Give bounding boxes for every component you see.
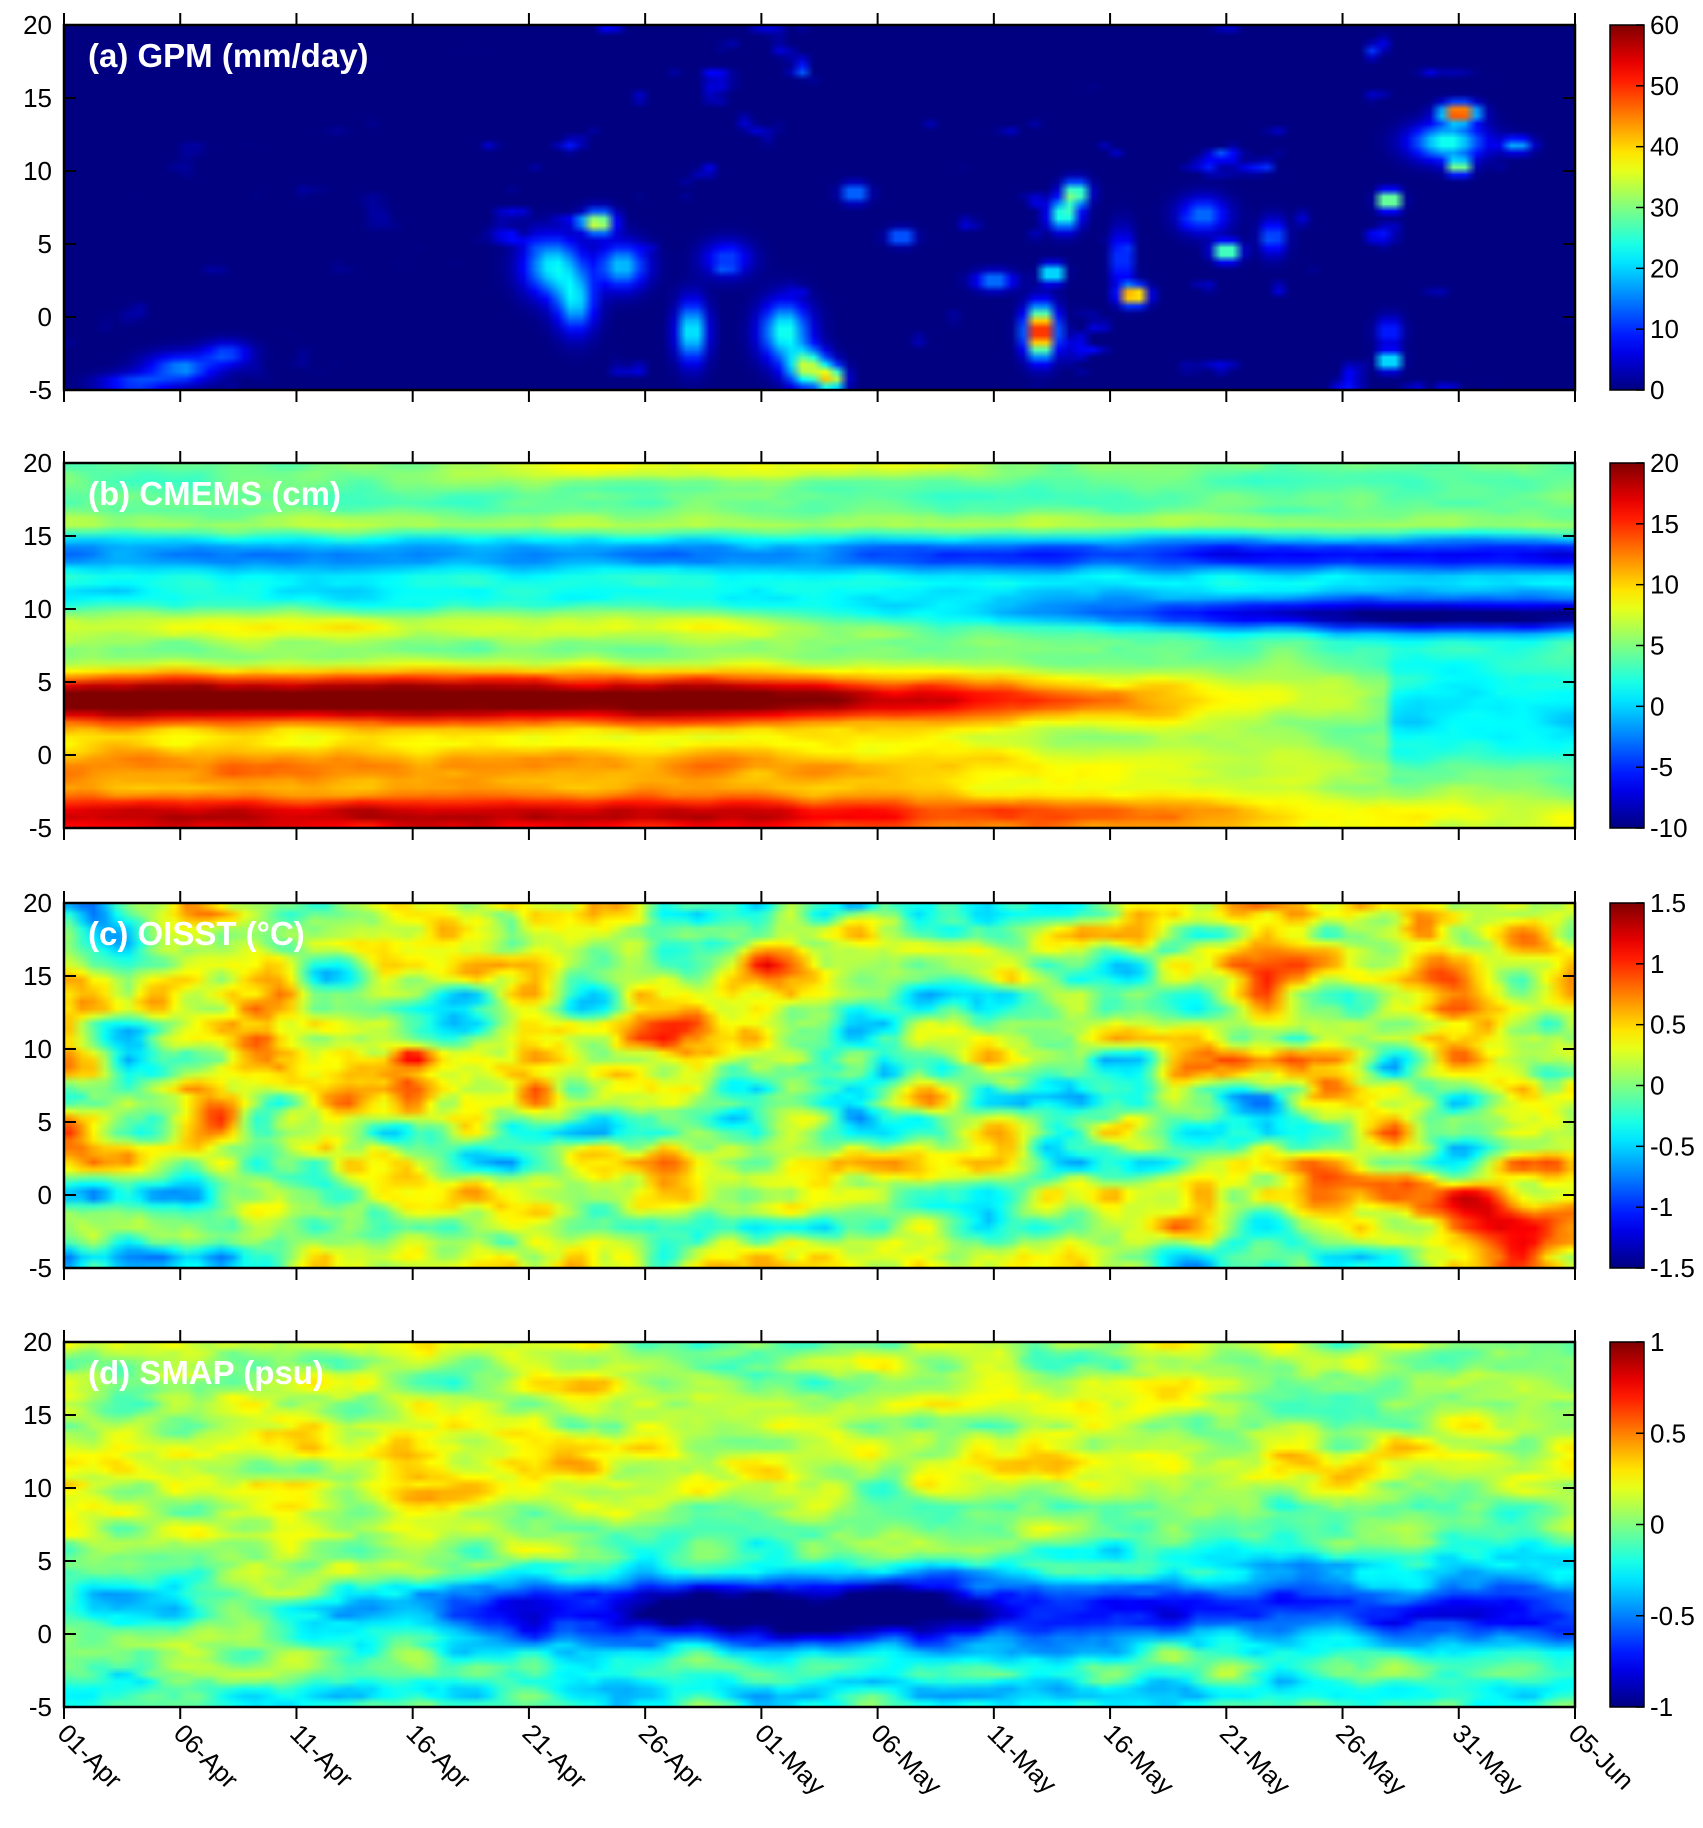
x-tick-label: 11-Apr bbox=[284, 1718, 359, 1793]
x-tick-label: 01-May bbox=[749, 1718, 832, 1801]
colorbar-tick-label: -10 bbox=[1650, 813, 1688, 843]
plot-frame bbox=[62, 901, 1577, 1270]
panel-title: (a) GPM (mm/day) bbox=[88, 37, 369, 74]
colorbar-tick-label: 60 bbox=[1650, 10, 1679, 40]
x-tick-label: 31-May bbox=[1447, 1718, 1530, 1801]
colorbar-tick-label: 0.5 bbox=[1650, 1010, 1686, 1040]
colorbar: -10 -5 0 5 10 15 20 bbox=[1609, 448, 1688, 843]
colorbar-tick-label: -0.5 bbox=[1650, 1601, 1695, 1631]
colorbar-tick-label: 50 bbox=[1650, 71, 1679, 101]
y-tick-label: 20 bbox=[23, 10, 52, 40]
heatmap-image bbox=[64, 1342, 1575, 1707]
y-tick-label: 10 bbox=[23, 594, 52, 624]
colorbar: -1.5 -1 -0.5 0 0.5 1 1.5 bbox=[1609, 888, 1695, 1283]
x-tick-label: 26-May bbox=[1330, 1718, 1413, 1801]
panel-a: -5 0 5 10 15 20 (a) GPM (mm/day) 0 10 20 30 40 50 60 bbox=[23, 10, 1679, 405]
colorbar-tick-label: -5 bbox=[1650, 752, 1673, 782]
colorbar-tick-label: 0 bbox=[1650, 691, 1664, 721]
x-tick-label: 06-May bbox=[865, 1718, 948, 1801]
panel-title: (c) OISST (°C) bbox=[88, 915, 305, 952]
x-tick-label: 06-Apr bbox=[168, 1718, 245, 1795]
panel-d: -5 0 5 10 15 20 (d) SMAP (psu) -1 -0.5 0 0.5 1 bbox=[23, 1327, 1695, 1722]
colorbar-tick-label: 1 bbox=[1650, 1327, 1664, 1357]
y-tick-label: 15 bbox=[23, 83, 52, 113]
x-tick-label: 16-Apr bbox=[400, 1718, 477, 1795]
panel-title: (d) SMAP (psu) bbox=[88, 1354, 324, 1391]
y-tick-label: 10 bbox=[23, 156, 52, 186]
x-tick-label: 26-Apr bbox=[633, 1718, 710, 1795]
colorbar-tick-label: 30 bbox=[1650, 193, 1679, 223]
x-axis-tick-labels: 01-Apr 06-Apr 11-Apr 16-Apr 21-Apr 26-Apr 01-M… bbox=[52, 1718, 1640, 1801]
heatmap-image bbox=[64, 25, 1575, 390]
x-tick-label: 21-Apr bbox=[517, 1718, 594, 1795]
colorbar-tick-label: 15 bbox=[1650, 509, 1679, 539]
colorbar-tick-label: 40 bbox=[1650, 132, 1679, 162]
colorbar-tick-label: 5 bbox=[1650, 631, 1664, 661]
y-tick-label: 15 bbox=[23, 1400, 52, 1430]
x-tick-label: 16-May bbox=[1098, 1718, 1181, 1801]
colorbar-tick-label: -1.5 bbox=[1650, 1253, 1695, 1283]
y-tick-label: 0 bbox=[38, 302, 52, 332]
y-tick-label: 5 bbox=[38, 1546, 52, 1576]
x-tick-label: 05-Jun bbox=[1563, 1718, 1640, 1795]
y-tick-label: -5 bbox=[29, 813, 52, 843]
colorbar-tick-label: -0.5 bbox=[1650, 1131, 1695, 1161]
colorbar-tick-label: 0 bbox=[1650, 1510, 1664, 1540]
x-tick-label: 21-May bbox=[1214, 1718, 1297, 1801]
plot-frame bbox=[62, 461, 1577, 830]
y-tick-label: 20 bbox=[23, 448, 52, 478]
y-tick-label: 20 bbox=[23, 1327, 52, 1357]
y-tick-label: 5 bbox=[38, 229, 52, 259]
colorbar-tick-label: -1 bbox=[1650, 1692, 1673, 1722]
y-tick-label: 15 bbox=[23, 521, 52, 551]
y-tick-label: 15 bbox=[23, 961, 52, 991]
y-tick-label: 0 bbox=[38, 1619, 52, 1649]
y-tick-label: -5 bbox=[29, 375, 52, 405]
x-tick-label: 11-May bbox=[982, 1718, 1063, 1799]
colorbar-tick-label: 0 bbox=[1650, 1071, 1664, 1101]
heatmap-image bbox=[64, 903, 1575, 1268]
colorbar-tick-label: -1 bbox=[1650, 1192, 1673, 1222]
y-tick-label: 20 bbox=[23, 888, 52, 918]
colorbar-tick-label: 0.5 bbox=[1650, 1418, 1686, 1448]
panel-c: -5 0 5 10 15 20 (c) OISST (°C) -1.5 -1 -0.5 0 0.5 1 1… bbox=[23, 888, 1695, 1283]
colorbar-tick-label: 1.5 bbox=[1650, 888, 1686, 918]
y-tick-label: -5 bbox=[29, 1253, 52, 1283]
panel-b: -5 0 5 10 15 20 (b) CMEMS (cm) -10 -5 0 5 10 15 20 bbox=[23, 448, 1688, 843]
colorbar-tick-label: 20 bbox=[1650, 253, 1679, 283]
colorbar-tick-label: 0 bbox=[1650, 375, 1664, 405]
heatmap-image bbox=[64, 463, 1575, 828]
y-tick-label: 10 bbox=[23, 1473, 52, 1503]
colorbar-tick-label: 10 bbox=[1650, 314, 1679, 344]
y-tick-label: 5 bbox=[38, 1107, 52, 1137]
y-tick-label: 5 bbox=[38, 667, 52, 697]
colorbar: 0 10 20 30 40 50 60 bbox=[1609, 10, 1679, 405]
y-tick-label: 10 bbox=[23, 1034, 52, 1064]
colorbar: -1 -0.5 0 0.5 1 bbox=[1609, 1327, 1695, 1722]
panel-title: (b) CMEMS (cm) bbox=[88, 475, 341, 512]
plot-frame bbox=[62, 23, 1577, 392]
plot-frame bbox=[62, 1340, 1577, 1709]
y-tick-label: 0 bbox=[38, 740, 52, 770]
x-tick-label: 01-Apr bbox=[52, 1718, 129, 1795]
y-tick-label: 0 bbox=[38, 1180, 52, 1210]
y-tick-label: -5 bbox=[29, 1692, 52, 1722]
colorbar-tick-label: 10 bbox=[1650, 570, 1679, 600]
colorbar-tick-label: 1 bbox=[1650, 949, 1664, 979]
colorbar-tick-label: 20 bbox=[1650, 448, 1679, 478]
